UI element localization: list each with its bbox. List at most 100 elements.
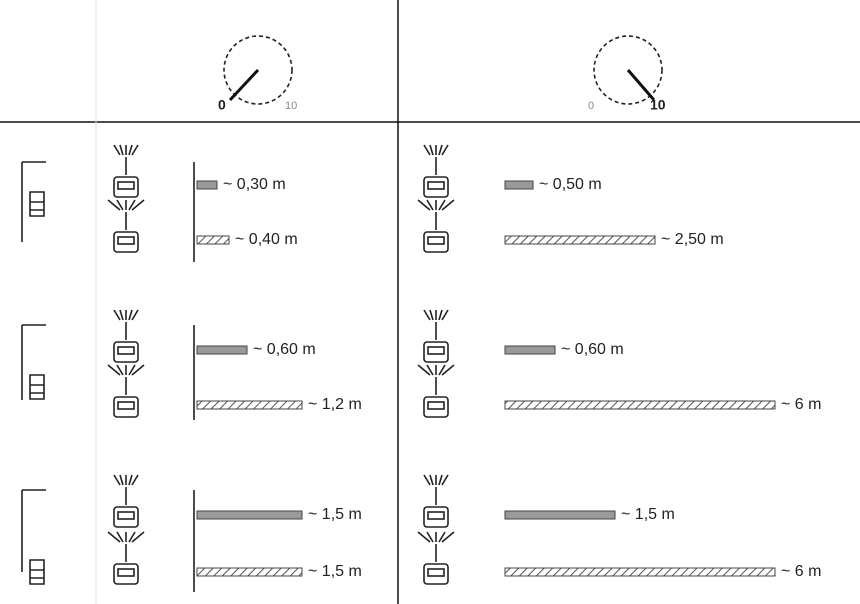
object-icon <box>21 489 46 585</box>
signal-icon <box>128 364 136 376</box>
signal-icon <box>131 531 145 543</box>
object-icon <box>21 324 46 400</box>
signal-icon <box>116 531 124 543</box>
device-icon <box>423 231 449 253</box>
hatched-bar <box>196 400 303 410</box>
hatched-bar <box>504 235 656 245</box>
signal-icon <box>426 364 434 376</box>
signal-icon <box>116 364 124 376</box>
solid-bar <box>504 345 556 355</box>
signal-icon <box>423 309 431 321</box>
signal-icon <box>128 144 133 156</box>
device-icon <box>113 563 139 585</box>
signal-icon <box>113 144 121 156</box>
signal-icon <box>116 199 124 211</box>
hatched-bar <box>504 567 776 577</box>
solid-bar <box>504 180 534 190</box>
signal-icon <box>441 309 449 321</box>
device-icon <box>427 401 445 410</box>
hatched-bar <box>196 567 303 577</box>
signal-icon <box>107 364 121 376</box>
signal-icon <box>119 474 124 486</box>
solid-bar <box>196 510 303 520</box>
range-label: ~ 6 m <box>781 396 821 413</box>
signal-icon <box>438 309 443 321</box>
signal-icon <box>441 144 449 156</box>
dial-max: 10 <box>650 97 666 113</box>
signal-icon <box>417 364 431 376</box>
hatched-bar <box>196 235 230 245</box>
signal-icon <box>128 531 136 543</box>
device-icon <box>113 231 139 253</box>
left-dial: 0 10 <box>218 35 297 113</box>
range-label: ~ 1,2 m <box>308 396 362 413</box>
range-label: ~ 6 m <box>781 563 821 580</box>
range-label: ~ 0,30 m <box>223 176 286 193</box>
signal-icon <box>438 531 446 543</box>
signal-icon <box>441 474 449 486</box>
signal-icon <box>441 364 455 376</box>
device-icon <box>117 511 135 520</box>
dial-max: 10 <box>285 100 297 112</box>
signal-icon <box>131 474 139 486</box>
device-icon <box>423 176 449 198</box>
device-icon <box>423 563 449 585</box>
device-icon <box>427 511 445 520</box>
device-icon <box>117 181 135 190</box>
signal-icon <box>113 309 121 321</box>
dial-min: 0 <box>218 97 226 113</box>
signal-icon <box>113 474 121 486</box>
signal-icon <box>131 309 139 321</box>
device-icon <box>113 396 139 418</box>
signal-icon <box>423 144 431 156</box>
device-icon <box>427 568 445 577</box>
solid-bar <box>504 510 616 520</box>
range-label: ~ 0,60 m <box>253 341 316 358</box>
device-icon <box>117 401 135 410</box>
hatched-bar <box>504 400 776 410</box>
device-icon <box>117 346 135 355</box>
signal-icon <box>107 199 121 211</box>
device-icon <box>427 346 445 355</box>
signal-icon <box>128 474 133 486</box>
signal-icon <box>426 199 434 211</box>
device-icon <box>117 568 135 577</box>
device-icon <box>113 341 139 363</box>
range-label: ~ 1,5 m <box>308 506 362 523</box>
object-icon <box>21 161 46 242</box>
signal-icon <box>429 144 434 156</box>
range-label: ~ 2,50 m <box>661 231 724 248</box>
solid-bar <box>196 345 248 355</box>
solid-bar <box>196 180 218 190</box>
signal-icon <box>131 364 145 376</box>
dial-min: 0 <box>588 100 594 112</box>
signal-icon <box>429 474 434 486</box>
device-icon <box>113 506 139 528</box>
range-label: ~ 0,40 m <box>235 231 298 248</box>
device-icon <box>423 341 449 363</box>
signal-icon <box>426 531 434 543</box>
range-label: ~ 1,5 m <box>308 563 362 580</box>
signal-icon <box>119 144 124 156</box>
signal-icon <box>131 144 139 156</box>
range-label: ~ 0,60 m <box>561 341 624 358</box>
device-icon <box>117 236 135 245</box>
signal-icon <box>438 199 446 211</box>
device-icon <box>427 181 445 190</box>
signal-icon <box>441 199 455 211</box>
signal-icon <box>128 199 136 211</box>
signal-icon <box>417 531 431 543</box>
device-icon <box>427 236 445 245</box>
device-icon <box>113 176 139 198</box>
signal-icon <box>119 309 124 321</box>
signal-icon <box>417 199 431 211</box>
signal-icon <box>107 531 121 543</box>
signal-icon <box>131 199 145 211</box>
signal-icon <box>438 474 443 486</box>
signal-icon <box>423 474 431 486</box>
range-label: ~ 1,5 m <box>621 506 675 523</box>
signal-icon <box>438 144 443 156</box>
signal-icon <box>429 309 434 321</box>
signal-icon <box>441 531 455 543</box>
